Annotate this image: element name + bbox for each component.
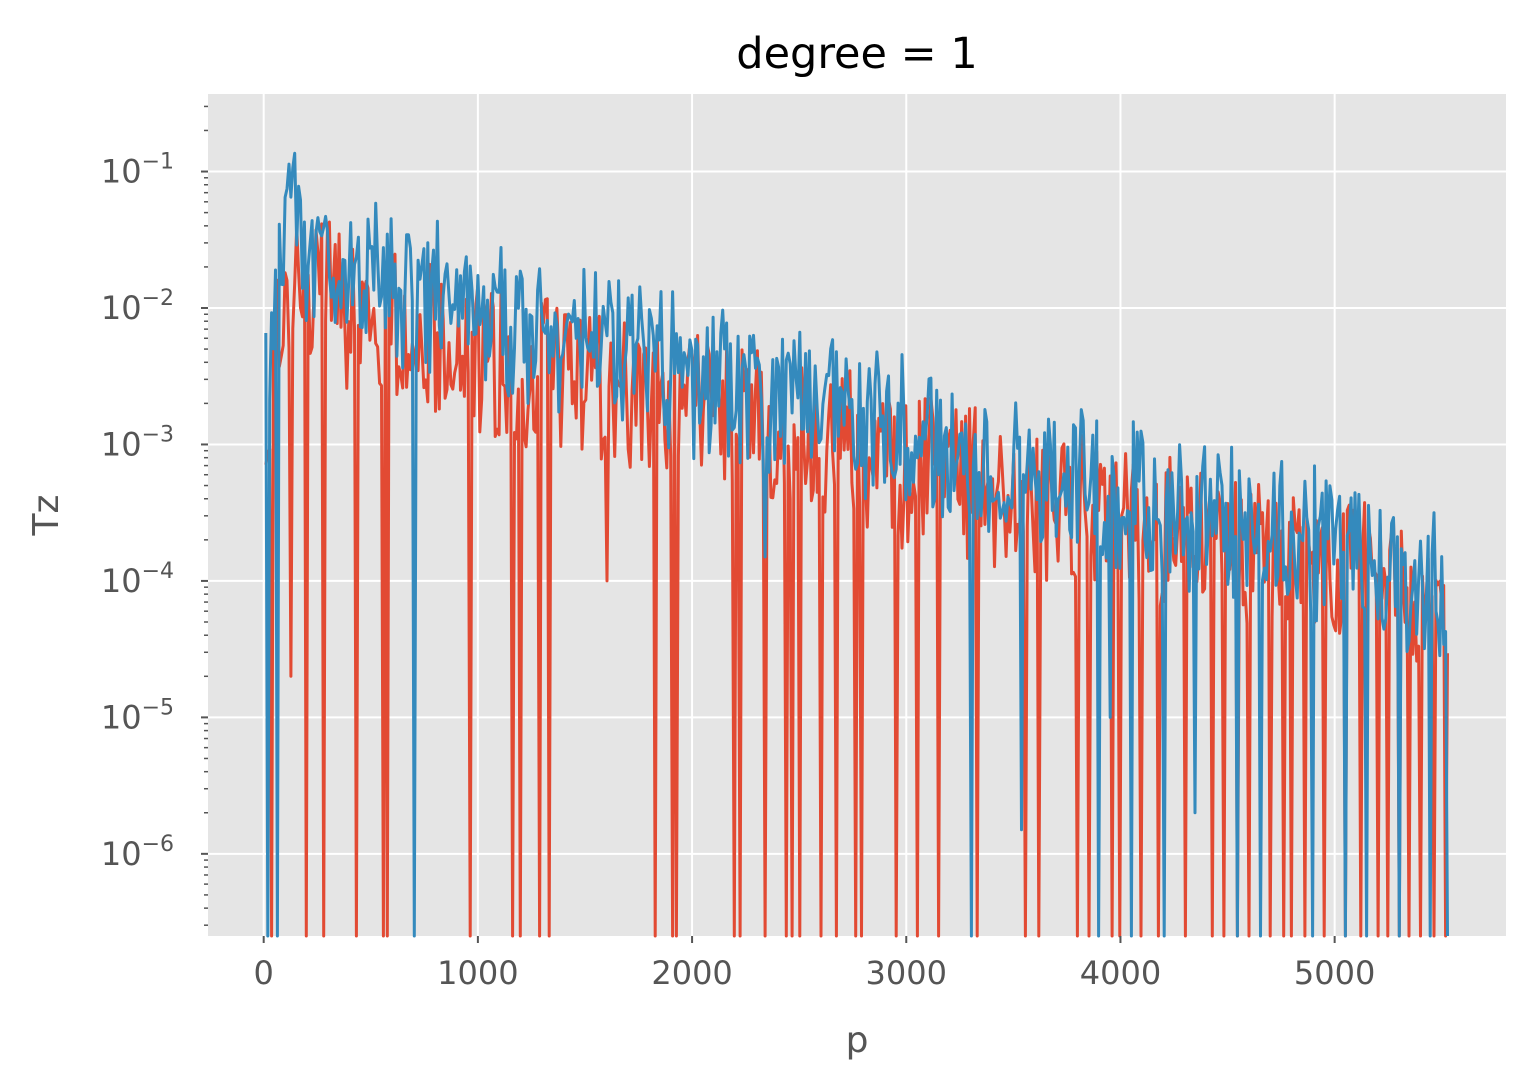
x-tick-label: 4000 <box>1080 954 1161 992</box>
x-tick-label: 1000 <box>437 954 518 992</box>
series-line-1 <box>264 220 1449 938</box>
y-tick-label: 10−1 <box>101 150 174 191</box>
y-tick-label: 10−2 <box>101 286 174 327</box>
chart-title: degree = 1 <box>736 29 977 79</box>
y-tick-label: 10−4 <box>101 559 174 600</box>
y-tick-label: 10−3 <box>101 422 174 463</box>
y-axis: 10−6 10−5 10−4 10−3 10−2 10−1 <box>101 105 208 926</box>
x-tick-label: 2000 <box>651 954 732 992</box>
y-axis-label: Tz <box>26 495 67 537</box>
series-line-2 <box>264 151 1449 938</box>
x-tick-label: 0 <box>254 954 274 992</box>
x-tick-label: 3000 <box>866 954 947 992</box>
x-axis: 0 1000 2000 3000 4000 5000 <box>254 936 1375 992</box>
y-tick-label: 10−5 <box>101 695 174 736</box>
x-tick-label: 5000 <box>1294 954 1375 992</box>
series-layer <box>264 151 1449 938</box>
x-axis-label: p <box>846 1020 869 1061</box>
y-tick-label: 10−6 <box>101 832 174 873</box>
